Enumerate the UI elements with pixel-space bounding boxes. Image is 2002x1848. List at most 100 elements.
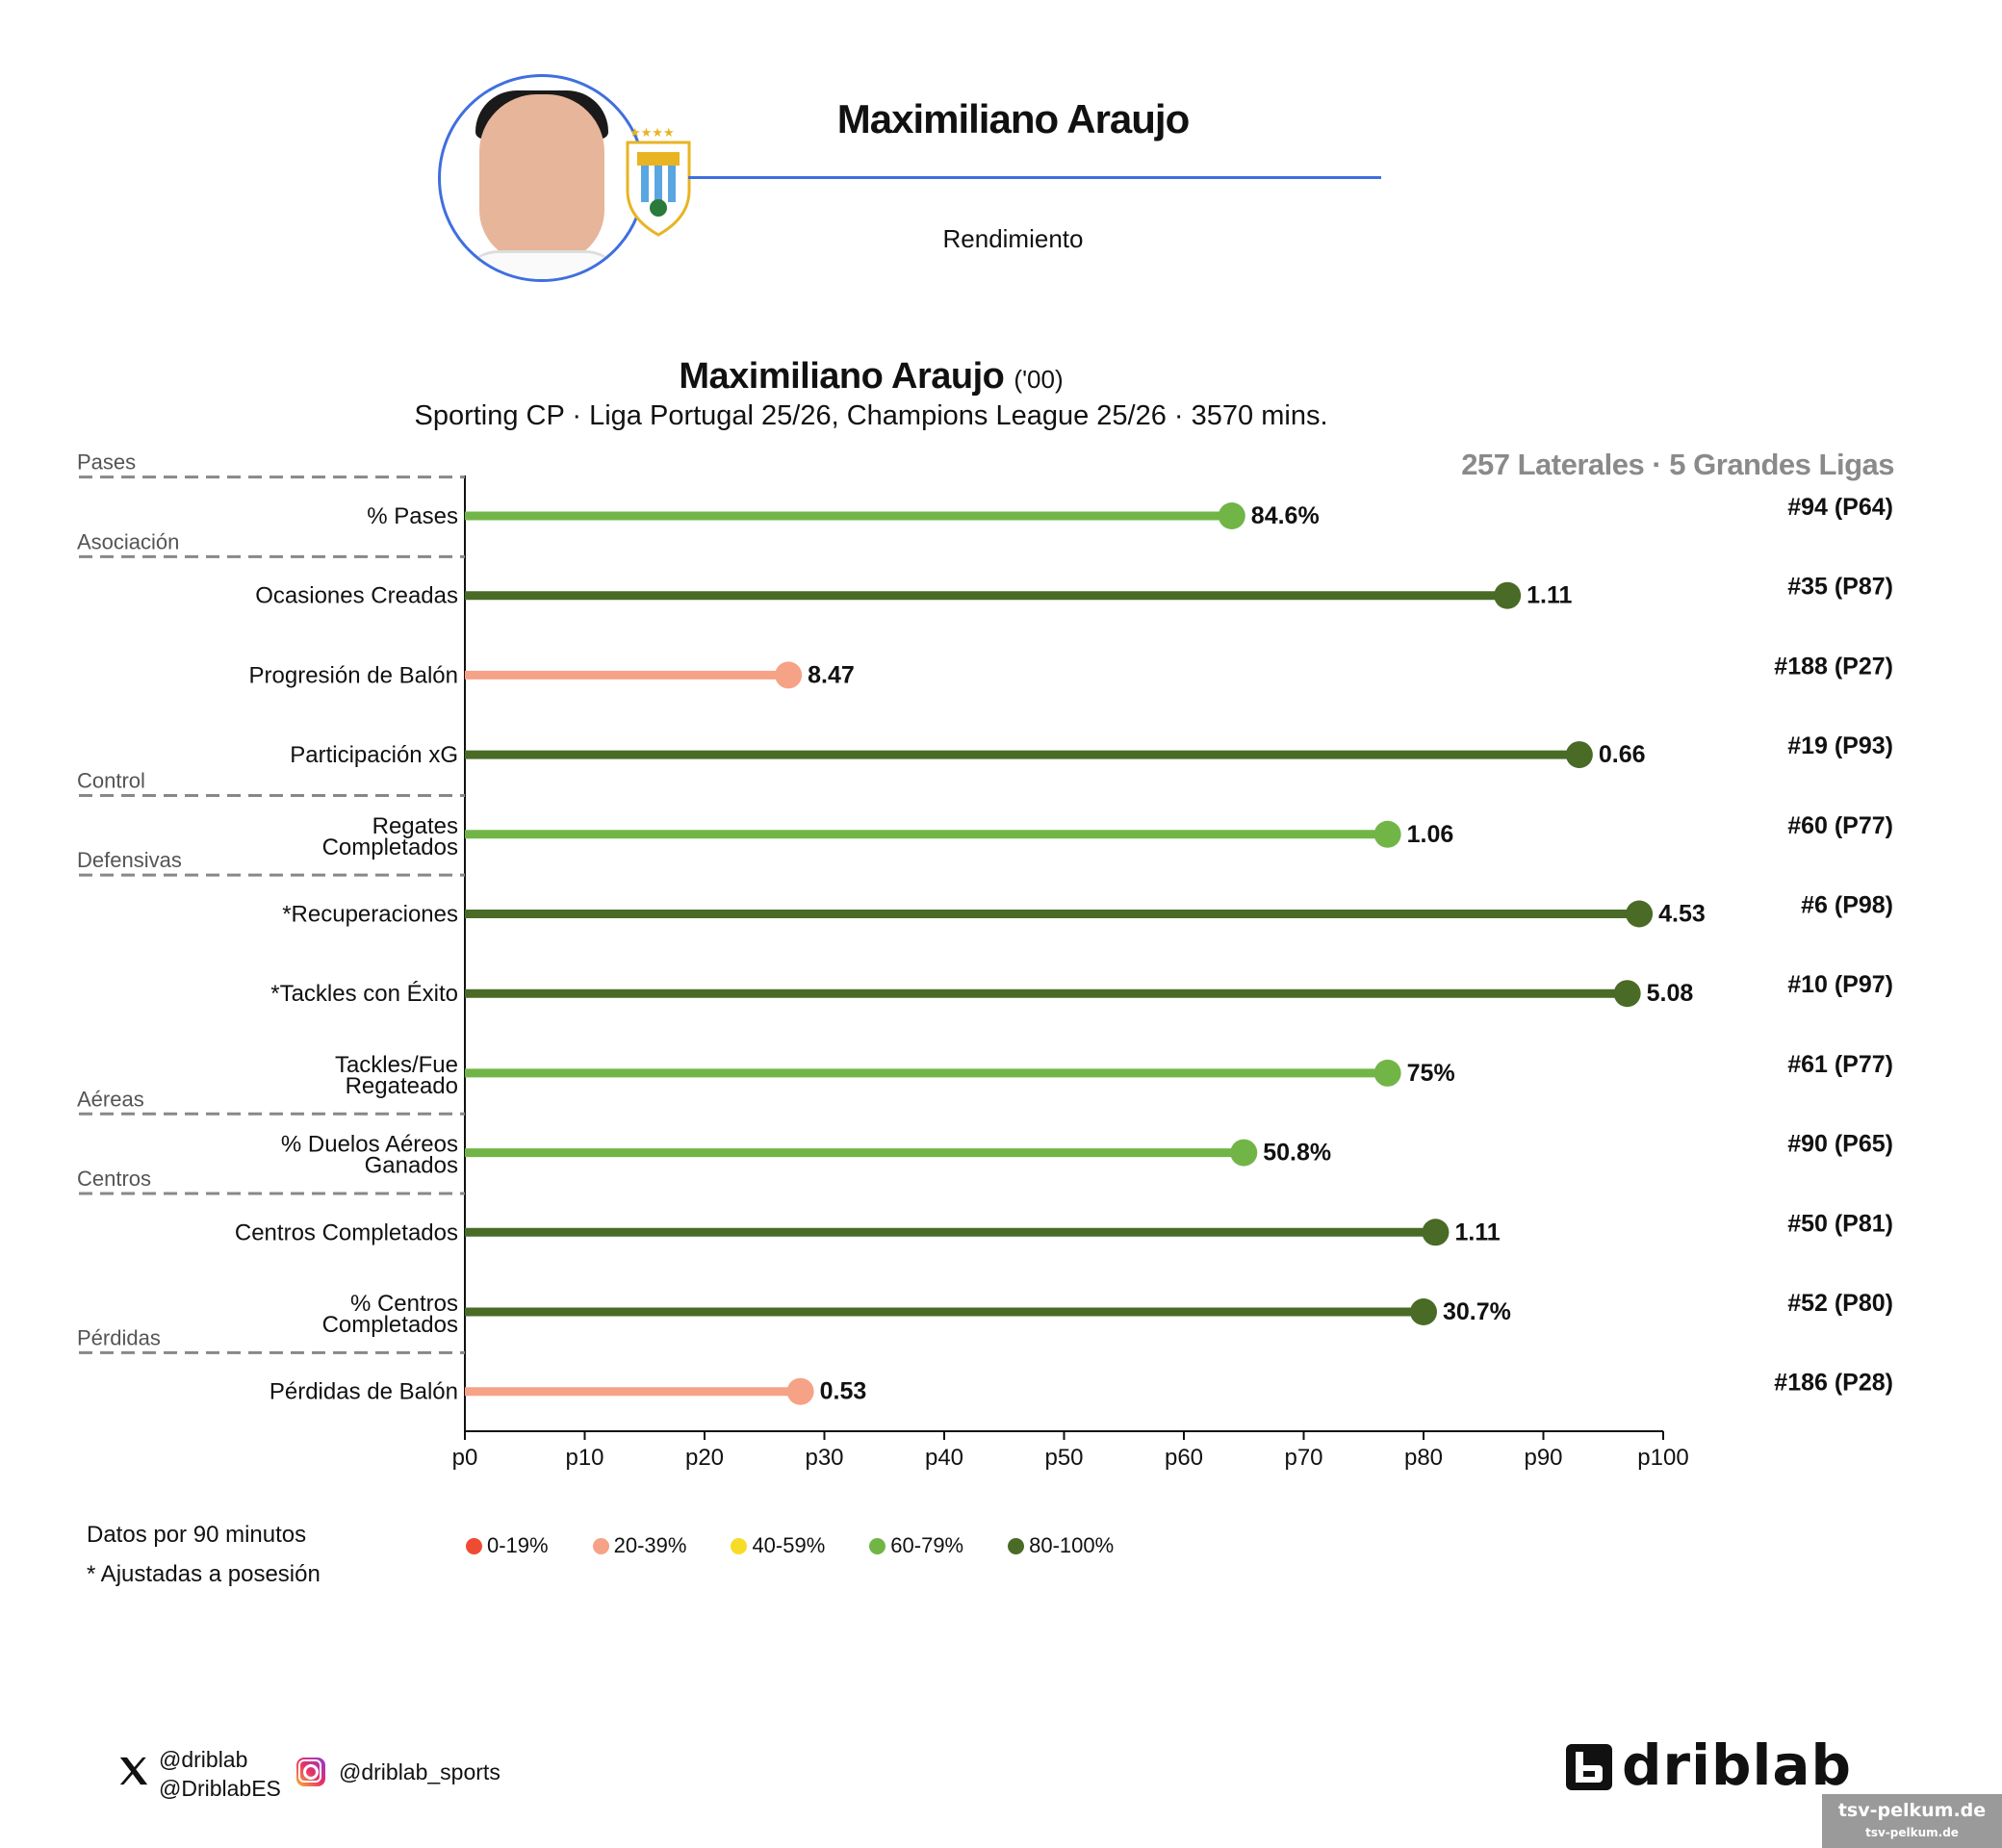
avatar-shirt <box>460 250 624 279</box>
metric-label: % Duelos Aéreos <box>281 1132 458 1158</box>
twitter-handle-driblabes[interactable]: @DriblabES <box>159 1776 281 1801</box>
legend-dot <box>466 1537 482 1554</box>
metric-rank: #19 (P93) <box>1787 732 1893 759</box>
driblab-logo-icon <box>1566 1744 1612 1790</box>
group-label: Centros <box>77 1167 151 1191</box>
metric-rank: #52 (P80) <box>1787 1290 1893 1317</box>
uruguay-crest-icon: ★★★★ <box>626 126 691 237</box>
metric-value: 8.47 <box>808 661 855 688</box>
note-per90: Datos por 90 minutos <box>87 1522 307 1548</box>
metric-value: 5.08 <box>1647 980 1694 1007</box>
metric-rank: #35 (P87) <box>1787 574 1893 601</box>
x-tick-label: p30 <box>805 1445 843 1471</box>
group-label: Pases <box>77 450 136 475</box>
group-label: Control <box>77 768 145 792</box>
metric-label: % Pases <box>367 503 458 529</box>
legend-label: 80-100% <box>1029 1533 1115 1557</box>
avatar-face <box>479 94 604 263</box>
metric-label: Ocasiones Creadas <box>255 583 458 609</box>
lollipop-dot <box>1613 980 1641 1008</box>
legend-item: 40-59% <box>731 1533 825 1558</box>
metric-rank: #186 (P28) <box>1774 1370 1893 1397</box>
color-legend: 0-19% 20-39% 40-59% 60-79% 80-100% <box>466 1531 1158 1560</box>
lollipop-dot <box>775 661 803 689</box>
legend-item: 20-39% <box>592 1533 686 1558</box>
metric-label: Pérdidas de Balón <box>270 1379 458 1405</box>
metric-label: Tackles/Fue <box>335 1052 458 1078</box>
x-tick-label: p70 <box>1284 1445 1322 1471</box>
x-tick-label: p50 <box>1044 1445 1083 1471</box>
x-tick-label: p80 <box>1404 1445 1443 1471</box>
metric-label: Regates <box>372 813 458 839</box>
metric-value: 1.11 <box>1527 582 1572 609</box>
lollipop-dot <box>1230 1139 1258 1167</box>
legend-label: 0-19% <box>487 1533 549 1557</box>
x-icon[interactable] <box>117 1755 150 1787</box>
twitter-handle-driblab[interactable]: @driblab <box>159 1747 248 1772</box>
metric-rank: #60 (P77) <box>1787 812 1893 839</box>
metric-rank: #10 (P97) <box>1787 971 1893 998</box>
x-tick-label: p100 <box>1637 1445 1688 1471</box>
header-rule <box>688 176 1381 179</box>
x-tick-label: p0 <box>452 1445 478 1471</box>
legend-item: 80-100% <box>1008 1533 1114 1558</box>
metric-label: Participación xG <box>290 742 458 768</box>
lollipop-dot <box>1373 820 1401 848</box>
metric-value: 0.66 <box>1599 741 1646 768</box>
legend-label: 40-59% <box>752 1533 826 1557</box>
legend-dot <box>869 1537 886 1554</box>
percentile-lollipop-chart: p0 p10 p20 p30 p40 p50 p60 p70 p80 p90 p100 Pases As… <box>77 450 1893 1471</box>
metric-value: 1.06 <box>1407 821 1454 848</box>
legend-dot <box>592 1537 609 1554</box>
metric-label: % Centros <box>350 1291 458 1317</box>
note-possession: * Ajustadas a posesión <box>87 1561 321 1587</box>
metric-label: Progresión de Balón <box>249 662 458 688</box>
group-label: Defensivas <box>77 848 182 872</box>
header-subtitle: Rendimiento <box>942 224 1084 253</box>
chart-subtitle: Sporting CP · Liga Portugal 25/26, Champ… <box>414 400 1328 431</box>
metric-label-line2: Completados <box>322 834 458 860</box>
legend-label: 60-79% <box>890 1533 964 1557</box>
group-label: Pérdidas <box>77 1325 161 1349</box>
instagram-handle[interactable]: @driblab_sports <box>339 1759 500 1784</box>
lollipop-dot <box>1218 502 1245 529</box>
metric-value: 75% <box>1407 1060 1455 1087</box>
metric-label: *Recuperaciones <box>282 902 458 928</box>
metric-value: 4.53 <box>1658 901 1706 928</box>
legend-item: 60-79% <box>869 1533 963 1558</box>
lollipop-dot <box>1565 741 1593 769</box>
x-tick-label: p40 <box>925 1445 963 1471</box>
group-label: Asociación <box>77 529 179 553</box>
metric-value: 1.11 <box>1454 1219 1500 1245</box>
metric-value: 50.8% <box>1263 1140 1331 1167</box>
watermark-subtext: tsv-pelkum.de <box>1865 1826 1959 1839</box>
metric-value: 84.6% <box>1251 502 1320 529</box>
lollipop-dot <box>1373 1059 1401 1087</box>
watermark-text: tsv-pelkum.de <box>1837 1800 1987 1821</box>
metric-label-line2: Ganados <box>365 1153 458 1179</box>
metric-rank: #61 (P77) <box>1787 1051 1893 1078</box>
chart-context: 257 Laterales · 5 Grandes Ligas <box>1461 448 1894 481</box>
watermark: tsv-pelkum.de tsv-pelkum.de <box>1822 1794 2002 1848</box>
header-player-name: Maximiliano Araujo <box>836 96 1191 141</box>
metric-rank: #50 (P81) <box>1787 1210 1893 1237</box>
metric-rank: #94 (P64) <box>1787 494 1893 521</box>
lollipop-dot <box>1410 1298 1437 1325</box>
player-avatar <box>438 74 646 282</box>
driblab-brand: driblab <box>1622 1732 1853 1798</box>
svg-text:★★★★: ★★★★ <box>629 126 675 141</box>
group-label: Aéreas <box>77 1087 144 1111</box>
instagram-icon[interactable] <box>296 1758 325 1786</box>
chart-title-year: ('00) <box>1014 365 1064 394</box>
x-tick-label: p90 <box>1524 1445 1562 1471</box>
chart-title: Maximiliano Araujo ('00) <box>0 356 1742 398</box>
metric-label-line2: Regateado <box>346 1073 458 1099</box>
x-tick-label: p20 <box>685 1445 724 1471</box>
metric-rank: #188 (P27) <box>1774 653 1893 680</box>
lollipop-dot <box>1494 581 1522 609</box>
metric-rank: #90 (P65) <box>1787 1131 1893 1158</box>
legend-dot <box>1008 1537 1025 1554</box>
metric-label-line2: Completados <box>322 1312 458 1338</box>
legend-item: 0-19% <box>466 1533 549 1558</box>
lollipop-dot <box>786 1377 814 1405</box>
